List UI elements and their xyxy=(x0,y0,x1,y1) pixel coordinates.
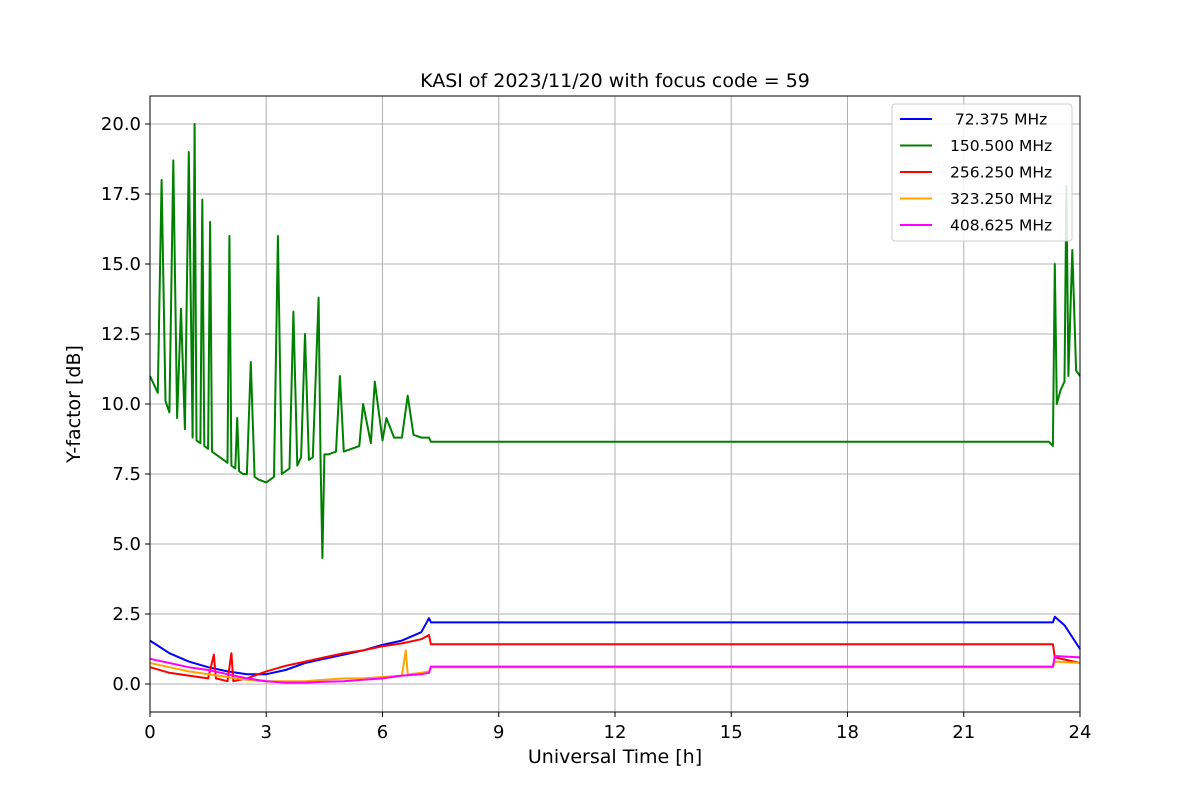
axis-ticks: 0 3 6 9 12 15 18 21 24 0.0 2.5 5.0 7.5 10.0 12.5 15.0 17… xyxy=(101,114,1092,743)
legend-box xyxy=(891,103,1073,242)
legend-label: 323.250 MHz xyxy=(950,190,1052,208)
x-tick-label: 3 xyxy=(261,722,272,743)
y-tick-label: 12.5 xyxy=(101,324,141,345)
y-tick-label: 2.5 xyxy=(112,604,141,625)
series-layer xyxy=(149,123,1081,684)
x-tick-label: 24 xyxy=(1069,722,1092,743)
x-tick-label: 6 xyxy=(377,722,388,743)
y-axis-label: Y-factor [dB] xyxy=(63,345,85,464)
y-tick-label: 17.5 xyxy=(101,184,141,205)
x-tick-label: 9 xyxy=(493,722,504,743)
y-tick-label: 10.0 xyxy=(101,394,141,415)
y-tick-label: 15.0 xyxy=(101,254,141,275)
series-line-1 xyxy=(149,123,1081,559)
series-line-2 xyxy=(149,634,1081,683)
legend-label: 150.500 MHz xyxy=(950,137,1052,155)
chart-title: KASI of 2023/11/20 with focus code = 59 xyxy=(420,70,810,92)
x-tick-label: 15 xyxy=(720,722,743,743)
y-tick-label: 5.0 xyxy=(112,534,141,555)
x-tick-label: 18 xyxy=(836,722,859,743)
legend-label: 408.625 MHz xyxy=(950,217,1052,235)
legend-label: 72.375 MHz xyxy=(950,111,1047,129)
x-tick-label: 0 xyxy=(144,722,155,743)
x-axis-label: Universal Time [h] xyxy=(528,746,702,768)
y-tick-label: 7.5 xyxy=(112,464,141,485)
legend-label: 256.250 MHz xyxy=(950,164,1052,182)
y-tick-label: 0.0 xyxy=(112,674,141,695)
x-tick-label: 21 xyxy=(952,722,975,743)
series-line-4 xyxy=(149,655,1081,684)
x-tick-label: 12 xyxy=(604,722,627,743)
y-tick-label: 20.0 xyxy=(101,114,141,135)
legend: 72.375 MHz 150.500 MHz 256.250 MHz 323.250 … xyxy=(891,103,1073,242)
